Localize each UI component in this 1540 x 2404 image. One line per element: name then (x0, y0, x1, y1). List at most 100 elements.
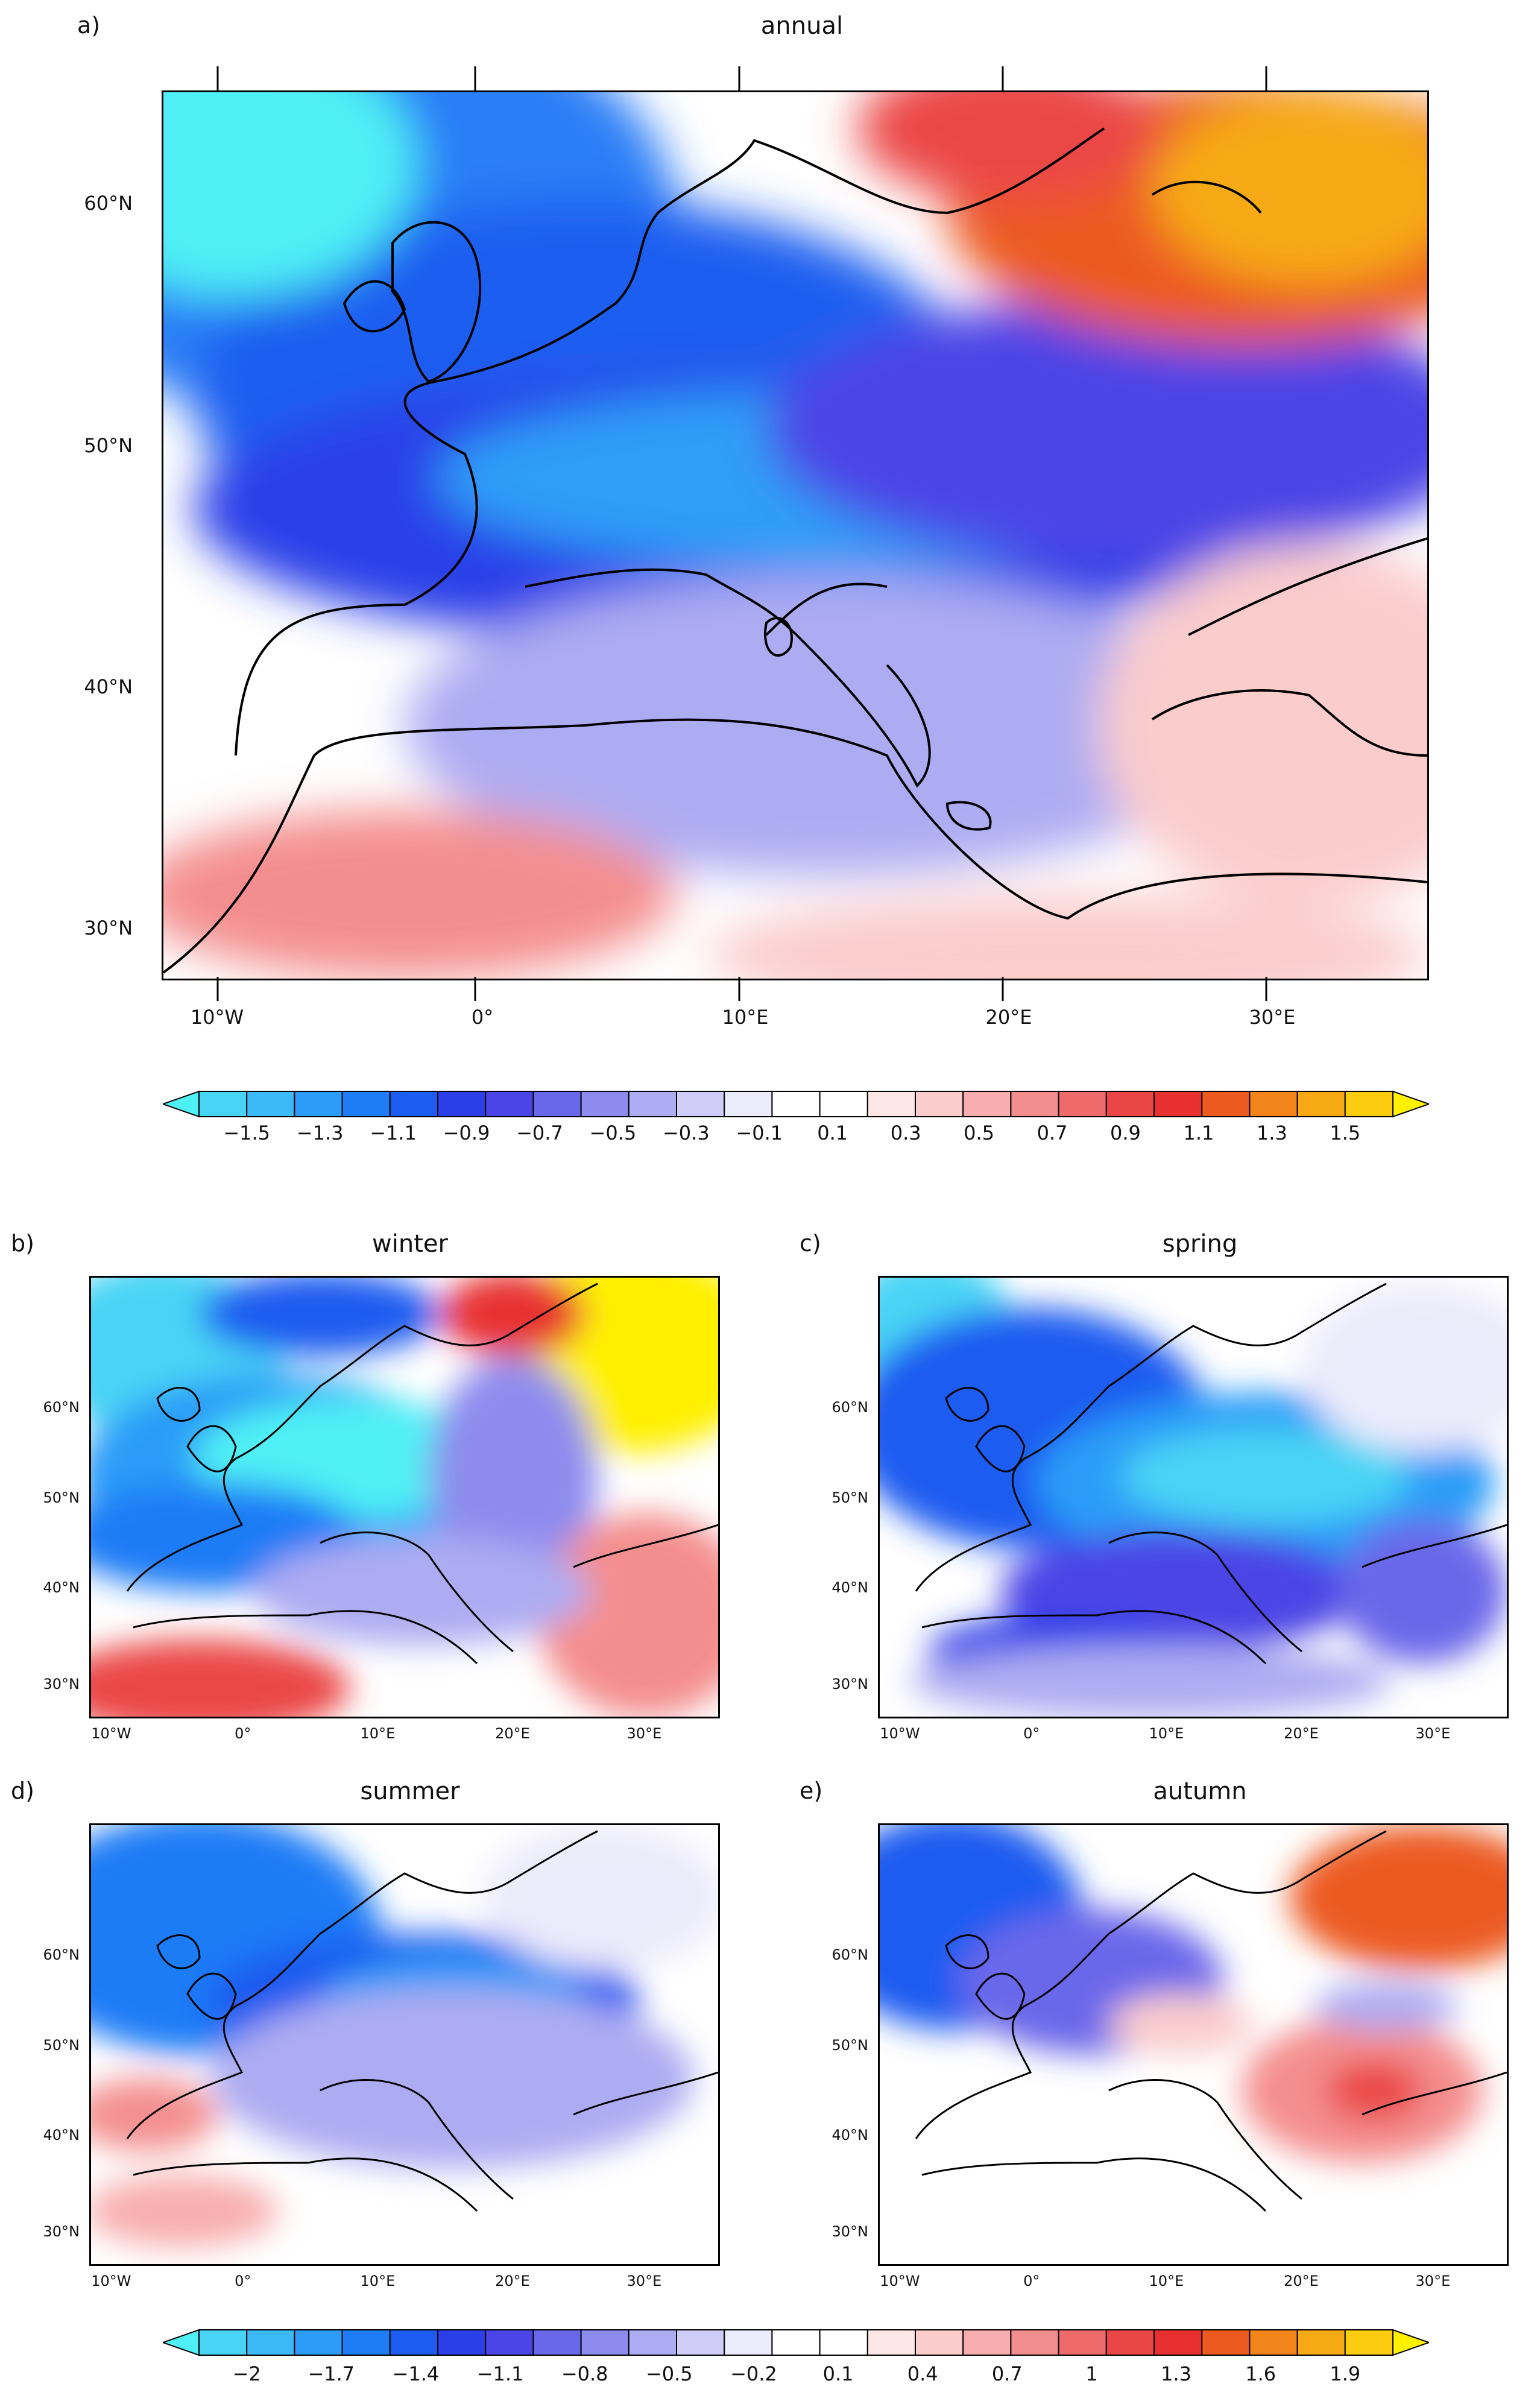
colorbar-box (1296, 1091, 1346, 1117)
colorbar-box (676, 1091, 725, 1117)
colorbar-box (1249, 1091, 1298, 1117)
colorbar-tick-label: 1.5 (1330, 1122, 1361, 1144)
small-lat-label: 40°N (43, 1579, 80, 1596)
panel-d-letter: d) (11, 1778, 34, 1804)
panel-b-title: winter (372, 1230, 448, 1258)
small-lon-label: 10°W (91, 1725, 131, 1742)
colorbar-box (1058, 2329, 1107, 2356)
panel-c-title: spring (1162, 1230, 1238, 1258)
winter-field (91, 1278, 718, 1717)
lon-label-0: 0° (471, 1006, 494, 1029)
colorbar-tick-label: 0.7 (991, 2362, 1023, 2385)
small-lon-label: 30°E (1415, 2273, 1451, 2289)
colorbar-box (866, 1091, 917, 1117)
colorbar-box (485, 1091, 534, 1117)
colorbar-box (866, 2329, 917, 2356)
colorbar-box (1344, 1091, 1394, 1117)
colorbar-box (294, 2329, 343, 2356)
colorbar-bottom (163, 2329, 1429, 2356)
colorbar-max-triangle (1392, 2329, 1429, 2356)
small-lon-label: 20°E (1284, 2273, 1319, 2289)
colorbar-box (580, 2329, 630, 2356)
lat-label-40n: 40°N (84, 675, 133, 698)
lon-label-10e: 10°E (722, 1006, 769, 1029)
colorbar-box (724, 1091, 773, 1117)
colorbar-tick-label: −1.1 (370, 1122, 417, 1144)
colorbar-tick-label: −0.9 (443, 1122, 490, 1144)
colorbar-tick-label: 0.5 (964, 1122, 995, 1144)
colorbar-tick-label: 1 (1085, 2362, 1098, 2385)
colorbar-tick-label: −0.7 (516, 1122, 563, 1144)
colorbar-box (1010, 1091, 1059, 1117)
map-spring (878, 1276, 1509, 1718)
small-lon-label: 10°E (1149, 1725, 1184, 1742)
colorbar-box (389, 1091, 438, 1117)
colorbar-box (819, 1091, 868, 1117)
small-lon-label: 10°E (360, 2273, 396, 2289)
colorbar-box (198, 2329, 248, 2356)
colorbar-tick-label: 1.6 (1245, 2362, 1276, 2385)
colorbar-box (628, 1091, 677, 1117)
panel-a-letter: a) (77, 12, 101, 39)
lon-label-30e: 30°E (1249, 1006, 1296, 1029)
colorbar-tick-label: 1.1 (1183, 1122, 1214, 1144)
map-winter (89, 1276, 720, 1718)
colorbar-box (437, 2329, 487, 2356)
small-lat-label: 50°N (832, 2036, 869, 2054)
panel-b-letter: b) (11, 1230, 34, 1257)
colorbar-box (294, 1091, 343, 1117)
colorbar-box (485, 2329, 534, 2356)
colorbar-tick-label: −1.3 (296, 1122, 344, 1144)
colorbar-box (1249, 2329, 1298, 2356)
small-lat-label: 30°N (832, 1676, 869, 1693)
small-lat-label: 60°N (832, 1946, 869, 1964)
map-summer (89, 1823, 720, 2266)
colorbar-box (198, 1091, 248, 1117)
colorbar-box (915, 1091, 964, 1117)
small-lat-label: 40°N (43, 2126, 80, 2144)
colorbar-tick-label: 0.4 (907, 2362, 938, 2385)
colorbar-tick-label: −0.3 (662, 1122, 710, 1144)
colorbar-box (962, 2329, 1012, 2356)
small-lat-label: 30°N (832, 2223, 869, 2241)
small-lon-label: 10°E (1149, 2273, 1184, 2289)
colorbar-box (1296, 2329, 1346, 2356)
colorbar-box (1105, 2329, 1155, 2356)
small-lon-label: 20°E (1284, 1725, 1319, 1742)
colorbar-min-triangle (163, 2329, 200, 2356)
annual-ticks (216, 66, 1267, 1001)
small-lon-label: 0° (1023, 1725, 1040, 1742)
panel-d-title: summer (360, 1778, 460, 1805)
panel-a-title: annual (760, 12, 844, 40)
small-lat-label: 60°N (43, 1946, 80, 1964)
colorbar-tick-label: 1.3 (1161, 2362, 1191, 2385)
colorbar-box (915, 2329, 964, 2356)
colorbar-box (437, 1091, 487, 1117)
small-lon-label: 0° (235, 2273, 251, 2289)
colorbar-tick-label: −0.8 (561, 2362, 608, 2385)
colorbar-tick-label: 1.3 (1256, 1122, 1287, 1144)
panel-c-letter: c) (800, 1230, 821, 1257)
small-lon-label: 0° (1023, 2273, 1040, 2289)
small-lon-label: 30°E (626, 2273, 662, 2289)
small-lat-label: 50°N (43, 1489, 80, 1506)
colorbar-tick-label: −0.5 (645, 2362, 693, 2385)
colorbar-tick-label: −0.2 (730, 2362, 777, 2385)
colorbar-tick-label: −0.5 (589, 1122, 637, 1144)
colorbar-box (532, 1091, 582, 1117)
colorbar-tick-label: −0.1 (736, 1122, 783, 1144)
lat-label-60n: 60°N (84, 192, 133, 215)
colorbar-box (341, 1091, 391, 1117)
colorbar-box (724, 2329, 773, 2356)
colorbar-box (1201, 2329, 1251, 2356)
colorbar-box (1153, 1091, 1203, 1117)
colorbar-box (389, 2329, 438, 2356)
colorbar-max-triangle (1392, 1090, 1429, 1118)
colorbar-tick-label: −1.4 (392, 2362, 440, 2385)
colorbar-box (1010, 2329, 1059, 2356)
colorbar-box (1201, 1091, 1251, 1117)
spring-field (880, 1278, 1507, 1717)
small-lon-label: 0° (235, 1725, 251, 1742)
lon-label-20e: 20°E (985, 1006, 1032, 1029)
small-lon-label: 30°E (626, 1725, 662, 1742)
